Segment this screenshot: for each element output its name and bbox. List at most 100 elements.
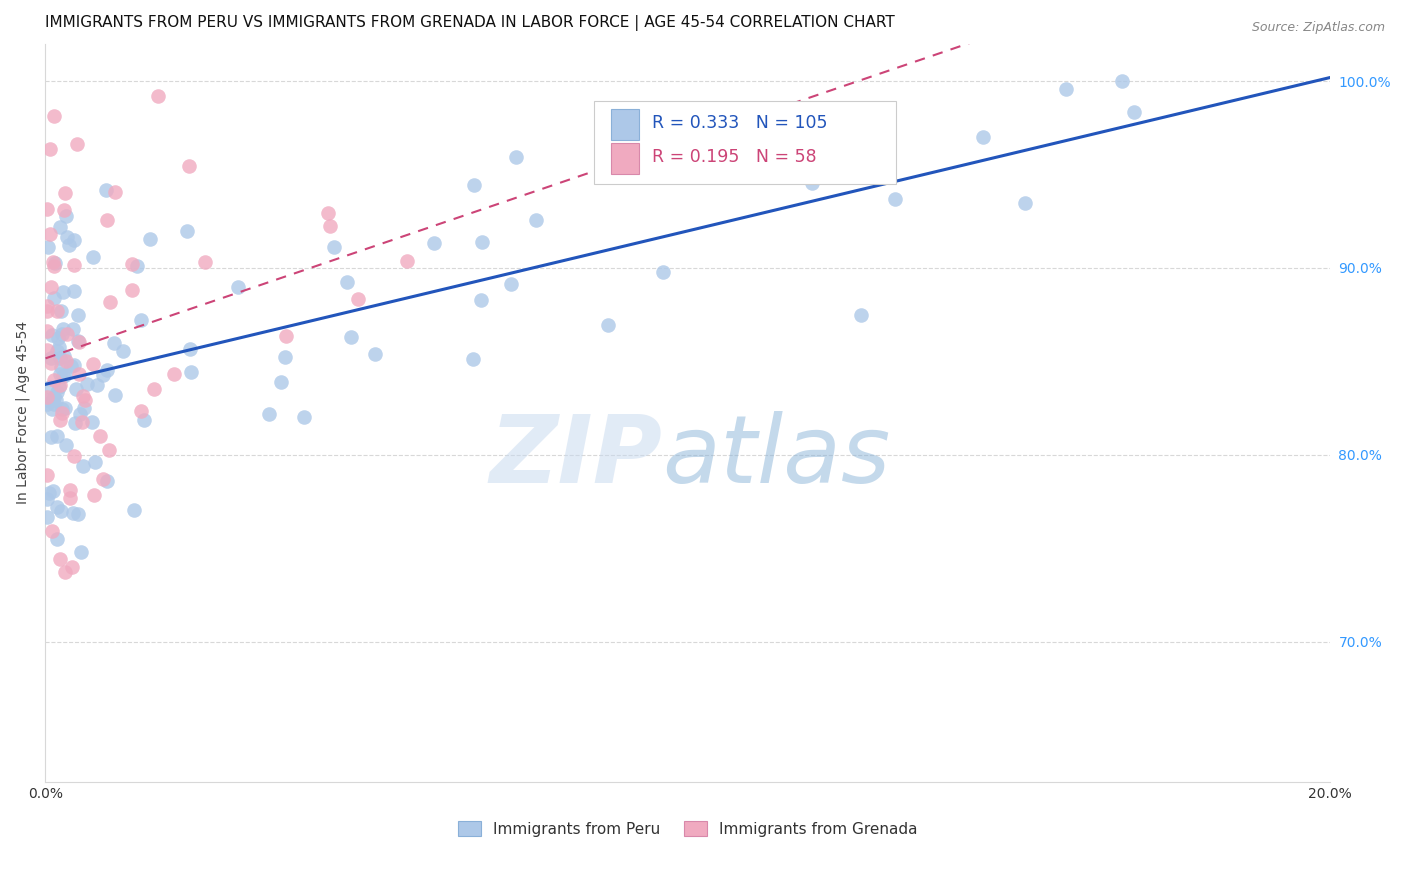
Point — [52, 285, 75, 299]
Point — [48, 380, 70, 394]
Point — [60, 560, 83, 574]
Point — [131, 404, 153, 418]
Point — [56, 326, 79, 341]
Point — [72, 459, 94, 474]
Point — [55, 438, 77, 452]
Point — [63, 416, 86, 430]
Point — [39, 279, 62, 293]
Point — [274, 329, 297, 343]
Point — [53, 368, 76, 383]
Point — [52, 202, 75, 217]
Text: R = 0.195   N = 58: R = 0.195 N = 58 — [652, 148, 817, 166]
Point — [319, 219, 342, 233]
Point — [60, 359, 83, 374]
Point — [322, 240, 344, 254]
Point — [598, 318, 620, 332]
Point — [76, 377, 98, 392]
Point — [89, 429, 111, 443]
Point — [63, 258, 86, 272]
Point — [49, 551, 72, 566]
Point — [461, 352, 484, 367]
Point — [48, 340, 70, 354]
Point — [37, 343, 59, 358]
Point — [104, 388, 127, 402]
Point — [42, 373, 65, 387]
Point — [177, 159, 200, 173]
Point — [53, 566, 76, 580]
Point — [104, 186, 127, 200]
Point — [316, 205, 339, 219]
Point — [96, 213, 118, 227]
Point — [346, 292, 368, 306]
Point — [470, 293, 492, 308]
Point — [82, 357, 104, 371]
Point — [471, 235, 494, 249]
Point — [49, 377, 72, 392]
Point — [39, 351, 62, 365]
Point — [163, 367, 186, 381]
Point — [143, 382, 166, 396]
Point — [62, 507, 84, 521]
Point — [176, 225, 198, 239]
Point — [48, 351, 70, 366]
Point — [63, 233, 86, 247]
Point — [38, 380, 60, 394]
Point — [67, 508, 90, 522]
Point — [122, 503, 145, 517]
Point — [463, 178, 485, 192]
FancyBboxPatch shape — [593, 101, 896, 184]
Point — [63, 285, 86, 299]
Point — [63, 358, 86, 372]
Point — [1054, 82, 1077, 96]
Point — [111, 344, 134, 359]
Point — [38, 142, 60, 156]
Point — [82, 250, 104, 264]
Point — [46, 331, 69, 345]
Point — [292, 410, 315, 425]
Point — [42, 109, 65, 123]
Point — [75, 392, 97, 407]
Point — [82, 415, 104, 429]
Point — [37, 510, 59, 524]
Point — [44, 390, 66, 404]
Point — [423, 235, 446, 250]
Point — [38, 486, 60, 500]
Point — [51, 402, 73, 417]
Point — [53, 401, 76, 415]
Point — [42, 254, 65, 268]
Point — [41, 328, 63, 343]
FancyBboxPatch shape — [610, 144, 638, 174]
Point — [46, 304, 69, 318]
Point — [179, 343, 201, 357]
Point — [83, 455, 105, 469]
Point — [851, 308, 873, 322]
Point — [72, 389, 94, 403]
Text: R = 0.333   N = 105: R = 0.333 N = 105 — [652, 113, 827, 132]
Point — [524, 213, 547, 227]
Point — [42, 483, 65, 498]
Point — [46, 533, 69, 547]
Point — [58, 238, 80, 252]
Point — [44, 259, 66, 273]
Point — [972, 130, 994, 145]
Point — [396, 253, 419, 268]
Point — [194, 254, 217, 268]
Y-axis label: In Labor Force | Age 45-54: In Labor Force | Age 45-54 — [15, 321, 30, 504]
Point — [257, 407, 280, 421]
Point — [37, 390, 59, 404]
Point — [67, 367, 90, 381]
Text: Source: ZipAtlas.com: Source: ZipAtlas.com — [1251, 21, 1385, 34]
Point — [226, 279, 249, 293]
Point — [56, 229, 79, 244]
Point — [44, 256, 66, 270]
Point — [42, 397, 65, 411]
Point — [63, 450, 86, 464]
Point — [53, 349, 76, 363]
Point — [67, 334, 90, 349]
Text: atlas: atlas — [662, 411, 890, 502]
Point — [103, 336, 125, 351]
Point — [55, 353, 77, 368]
Point — [70, 545, 93, 559]
Point — [336, 275, 359, 289]
Point — [800, 177, 823, 191]
